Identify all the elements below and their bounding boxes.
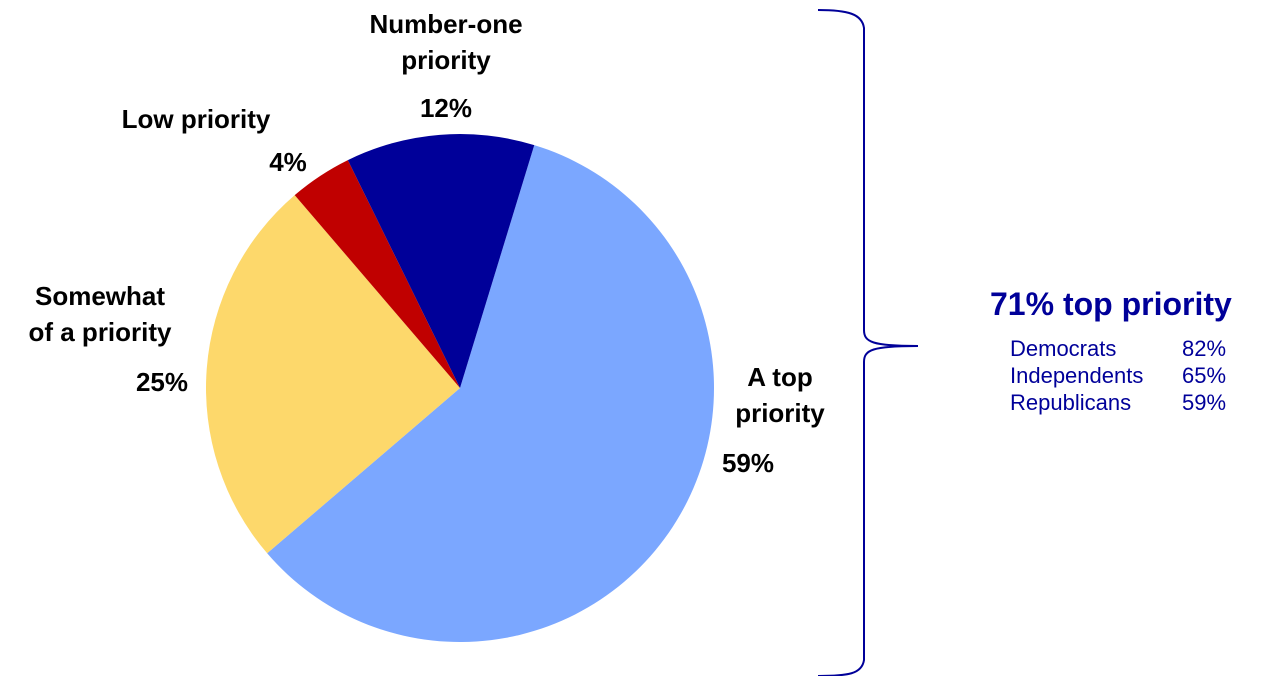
slice-category-label: Low priority [122, 104, 271, 134]
pie-slice [206, 195, 460, 554]
pie-slice [347, 134, 535, 388]
table-row: Independents 65% [1010, 362, 1226, 389]
table-row: Republicans 59% [1010, 389, 1226, 416]
slice-value-label: 12% [420, 93, 472, 123]
party-breakdown-table: Democrats 82% Independents 65% Republica… [1010, 335, 1226, 416]
priority-bracket [817, 9, 919, 676]
party-name: Independents [1010, 363, 1144, 388]
party-value: 82% [1182, 336, 1227, 361]
table-row: Democrats 82% [1010, 335, 1226, 362]
slice-value-label: 59% [722, 448, 774, 478]
pie-slice [294, 160, 460, 388]
summary-title: 71% top priority [990, 286, 1232, 322]
slice-category-label: A top [747, 362, 812, 392]
party-name: Democrats [1010, 336, 1117, 361]
slice-labels: A top priority 59% Somewhat of a priority 25%… [28, 9, 825, 478]
pie-slices [206, 134, 715, 643]
party-value: 65% [1182, 363, 1227, 388]
party-name: Republicans [1010, 390, 1132, 415]
pie-slice [267, 145, 715, 643]
slice-value-label: 25% [136, 367, 188, 397]
slice-category-label: of a priority [28, 317, 172, 347]
party-value: 59% [1182, 390, 1227, 415]
slice-category-label: Somewhat [35, 281, 165, 311]
slice-value-label: 4% [269, 147, 307, 177]
slice-category-label: priority [735, 398, 825, 428]
summary-panel: 71% top priority Democrats 82% Independe… [990, 286, 1232, 416]
slice-category-label: priority [401, 45, 491, 75]
slice-category-label: Number-one [369, 9, 522, 39]
